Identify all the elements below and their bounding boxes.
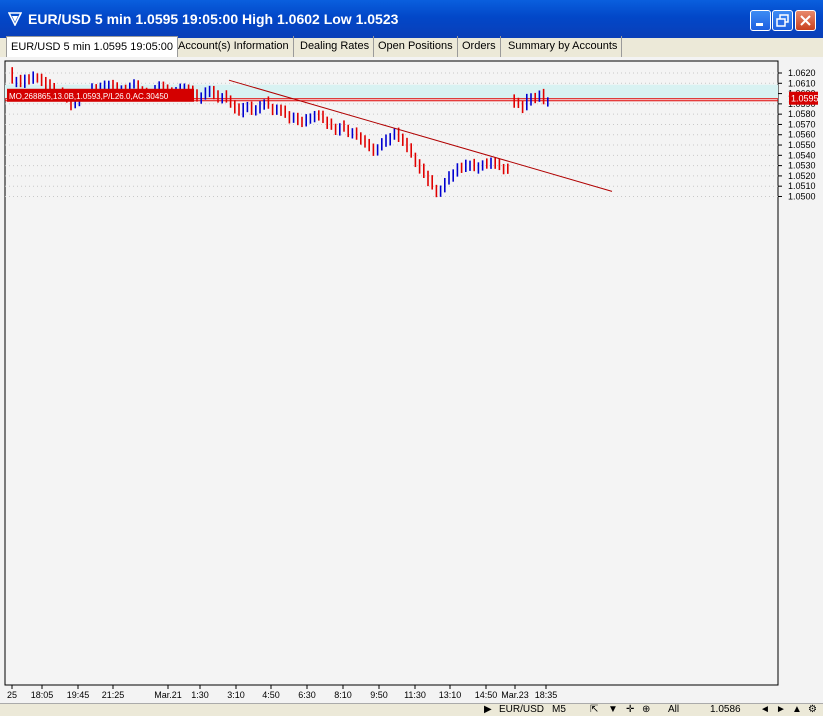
y-tick-label: 1.0500 [788, 191, 816, 201]
x-tick-label: 13:10 [439, 690, 462, 700]
y-tick-label: 1.0510 [788, 181, 816, 191]
cursor-tool-icon[interactable]: ⇱ [590, 704, 599, 715]
x-tick-label: Mar.23 [501, 690, 529, 700]
x-tick-label: 6:30 [298, 690, 316, 700]
x-tick-label: 21:25 [102, 690, 125, 700]
arrow-up-icon[interactable]: ▲ [792, 704, 802, 715]
restore-button[interactable] [772, 10, 793, 31]
current-price-badge [789, 91, 818, 105]
status-bar: ▶ EUR/USD M5 ⇱ ▼ ✛ ⊕ All 1.0586 ◄ ► ▲ ⚙ [0, 703, 823, 716]
crosshair-icon[interactable]: ✛ [626, 704, 635, 715]
settings-icon[interactable]: ⚙ [808, 704, 817, 715]
x-tick-label: 14:50 [475, 690, 498, 700]
y-tick-label: 1.0550 [788, 140, 816, 150]
y-tick-label: 1.0570 [788, 119, 816, 129]
x-tick-label: 25 [7, 690, 17, 700]
tab-open-positions[interactable]: Open Positions [374, 36, 458, 57]
x-tick-label: 18:05 [31, 690, 54, 700]
tab-bar [0, 38, 823, 58]
tab-summary-by-accounts[interactable]: Summary by Accounts [504, 36, 623, 57]
x-tick-label: 3:10 [227, 690, 245, 700]
minimize-button[interactable] [750, 10, 771, 31]
arrow-right-icon[interactable]: ► [776, 704, 786, 715]
x-tick-label: 1:30 [191, 690, 209, 700]
close-icon [800, 15, 811, 26]
arrow-left-icon[interactable]: ◄ [760, 704, 770, 715]
window-title: EUR/USD 5 min 1.0595 19:05:00 High 1.060… [28, 11, 399, 27]
status-value: 1.0586 [710, 704, 741, 715]
trendline[interactable] [228, 79, 613, 192]
y-tick-label: 1.0610 [788, 78, 816, 88]
y-tick-label: 1.0540 [788, 150, 816, 160]
app-icon [8, 12, 22, 26]
close-button[interactable] [795, 10, 816, 31]
tab-chart[interactable]: EUR/USD 5 min 1.0595 19:05:00 [6, 36, 179, 57]
status-timeframe[interactable]: M5 [552, 704, 566, 715]
x-tick-label: 19:45 [67, 690, 90, 700]
dropdown-icon[interactable]: ▼ [608, 704, 618, 715]
x-tick-label: Mar.21 [154, 690, 182, 700]
position-label[interactable]: MO,268865,13.0B,1.0593,P/L26.0,AC.30450 [9, 92, 169, 101]
y-tick-label: 1.0620 [788, 68, 816, 78]
tab-accounts[interactable]: Account(s) Information [174, 36, 294, 57]
price-band [5, 84, 778, 99]
x-tick-label: 18:35 [535, 690, 558, 700]
y-tick-label: 1.0520 [788, 171, 816, 181]
title-bar: EUR/USD 5 min 1.0595 19:05:00 High 1.060… [0, 0, 823, 38]
position-label-bg [7, 88, 194, 102]
tab-orders[interactable]: Orders [458, 36, 501, 57]
status-range[interactable]: All [668, 704, 680, 715]
x-tick-label: 4:50 [262, 690, 280, 700]
x-tick-label: 11:30 [404, 690, 426, 700]
x-tick-label: 9:50 [370, 690, 388, 700]
y-tick-label: 1.0580 [788, 109, 816, 119]
current-price-label: 1.0595 [791, 94, 819, 104]
y-tick-label: 1.0530 [788, 161, 816, 171]
x-tick-label: 8:10 [334, 690, 352, 700]
play-icon[interactable]: ▶ [484, 704, 492, 715]
chart-area[interactable]: 1.06201.06101.06001.05901.05801.05701.05… [0, 57, 823, 705]
status-symbol[interactable]: EUR/USD [499, 704, 545, 715]
zoom-icon[interactable]: ⊕ [642, 704, 651, 715]
plot-area [4, 60, 779, 686]
restore-icon [776, 14, 789, 27]
tab-dealing-rates[interactable]: Dealing Rates [296, 36, 375, 57]
price-chart[interactable]: 1.06201.06101.06001.05901.05801.05701.05… [0, 57, 823, 705]
y-tick-label: 1.0560 [788, 130, 816, 140]
minimize-icon [756, 23, 763, 26]
